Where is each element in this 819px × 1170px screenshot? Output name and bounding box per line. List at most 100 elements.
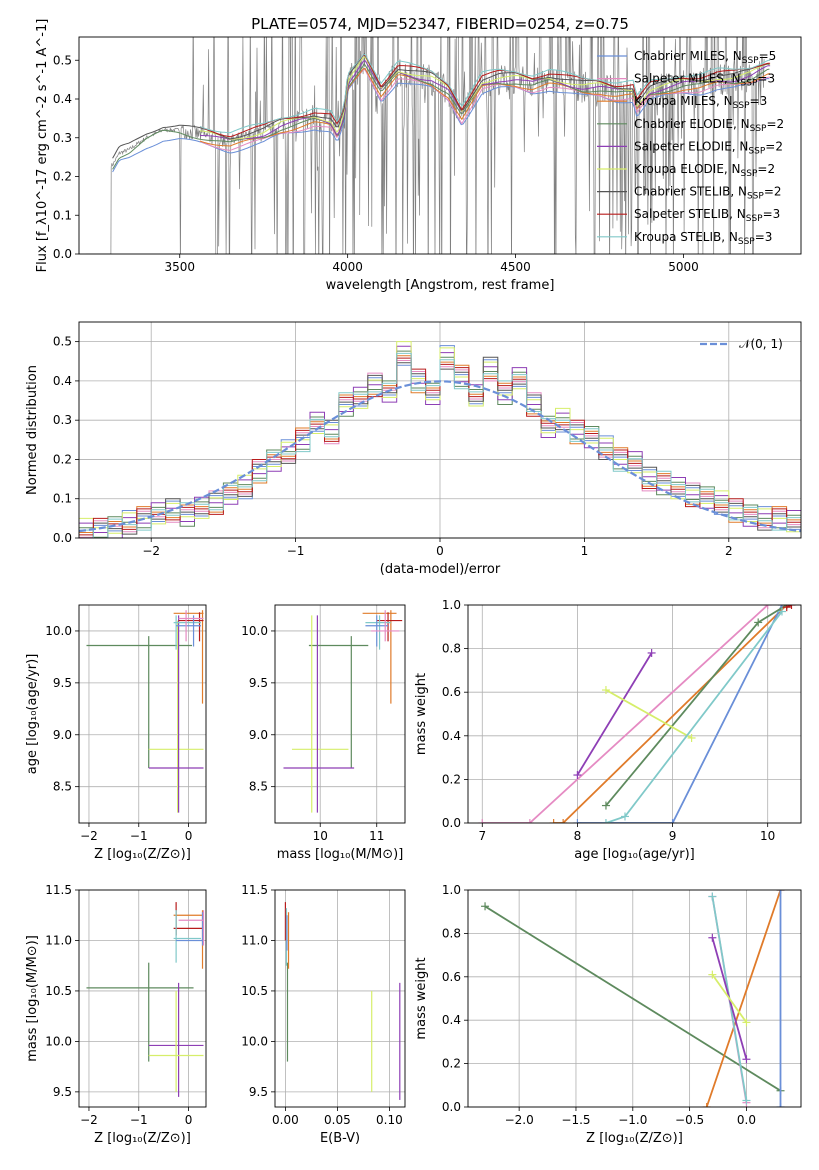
y-tick-label: 0.2: [53, 170, 72, 184]
errorbar-kroupa-miles: [173, 610, 204, 704]
series-line: [605, 610, 783, 823]
y-tick-label: 0.2: [442, 1057, 461, 1071]
y-tick-label: 9.5: [53, 676, 72, 690]
y-tick-label: 0.5: [53, 53, 72, 67]
legend-label-tail: =2: [766, 117, 784, 131]
y-axis-label: mass weight: [414, 673, 429, 755]
plot-area: [481, 890, 785, 1107]
series-chabrier-miles: [776, 890, 785, 1107]
chart-panel-2: −2 −1 0 1 2 0.0 0.1 0.2 0.3 0.4 0.5 (data-model)/er…: [25, 321, 802, 577]
x-tick-label: 0.00: [272, 1113, 299, 1127]
x-axis-label: age [log₁₀(age/yr)]: [574, 847, 695, 862]
legend-label-main: Salpeter MILES, N: [634, 72, 741, 86]
legend-entry: Kroupa MILES, NSSP=3: [597, 94, 767, 111]
errorbar-salpeter-miles: [178, 910, 205, 946]
y-tick-label: 0.4: [442, 1013, 461, 1027]
y-tick-label: 0.4: [53, 374, 72, 388]
y-axis-label: Flux [f_λ10^-17 erg cm^-2 s^-1 A^-1]: [35, 19, 50, 273]
legend-entry: 𝒩(0, 1): [700, 337, 783, 351]
y-tick-label: 10.0: [241, 1034, 268, 1048]
legend-label-tail: =2: [764, 185, 782, 199]
y-axis-label: mass weight: [414, 957, 429, 1039]
y-tick-label: 0.3: [53, 413, 72, 427]
errorbar-salpeter-miles: [371, 610, 400, 642]
x-axis-label: mass [log₁₀(M/M⊙)]: [277, 847, 404, 862]
x-tick-label: 0: [185, 1113, 193, 1127]
legend-label-sub: SSP: [750, 124, 767, 134]
legend-label-main: Kroupa ELODIE, N: [634, 162, 741, 176]
plot-area: [86, 610, 204, 813]
x-tick-label: 0: [185, 829, 193, 843]
model-spectrum-kroupa-elodie: [199, 56, 771, 140]
x-tick-label: −1: [287, 544, 305, 558]
y-tick-label: 0.0: [53, 247, 72, 261]
x-tick-label: 10: [760, 829, 775, 843]
x-tick-label: 0.0: [737, 1113, 756, 1127]
y-tick-label: 9.0: [249, 728, 268, 742]
errorbar-chabrier-elodie: [86, 962, 194, 1062]
errorbar-chabrier-miles: [176, 912, 204, 946]
x-tick-label: 11: [369, 829, 384, 843]
y-tick-label: 0.2: [53, 452, 72, 466]
chart-panel-7: 0.00 0.05 0.10 9.5 10.0 10.5 11.0 11.5 E(B-V): [241, 883, 406, 1146]
y-tick-label: 0.3: [53, 131, 72, 145]
series-salpeter-miles: [478, 605, 772, 823]
errorbar-salpeter-elodie: [283, 615, 355, 813]
legend-label: Salpeter STELIB, NSSP=3: [634, 207, 780, 224]
y-tick-label: 10.5: [45, 984, 72, 998]
y-tick-label: 0.2: [442, 772, 461, 786]
y-tick-label: 0.5: [53, 335, 72, 349]
plot-area: [283, 610, 403, 813]
chart-panel-1: 3500 4000 4500 5000 0.0 0.1 0.2 0.3 0.4 0.5 wavele…: [35, 15, 802, 293]
legend-label: Salpeter MILES, NSSP=3: [634, 72, 775, 89]
series-kroupa-miles: [702, 890, 785, 1107]
legend-label-main: Chabrier STELIB, N: [634, 185, 747, 199]
legend-label-sub: SSP: [733, 101, 750, 111]
errorbar-chabrier-elodie: [308, 636, 369, 768]
series-line: [576, 652, 653, 776]
y-tick-label: 1.0: [442, 883, 461, 897]
y-tick-label: 10.0: [241, 624, 268, 638]
x-tick-label: 10: [313, 829, 328, 843]
chart-panel-4: 10 11 8.5 9.0 9.5 10.0 mass [log₁₀(M/M⊙)]: [241, 604, 406, 862]
y-tick-label: 0.0: [442, 1100, 461, 1114]
y-tick-label: 0.4: [442, 729, 461, 743]
errorbar-salpeter-stelib: [178, 612, 204, 642]
series-line: [553, 605, 788, 823]
legend-entry: Salpeter ELODIE, NSSP=2: [597, 139, 783, 156]
normal-curve: [79, 380, 801, 533]
legend-label: Salpeter ELODIE, NSSP=2: [634, 139, 783, 156]
legend-label: Chabrier ELODIE, NSSP=2: [634, 117, 784, 134]
x-tick-label: 3500: [164, 260, 195, 274]
y-tick-label: 8.5: [249, 780, 268, 794]
series-line: [482, 605, 769, 823]
x-axis-label: Z [log₁₀(Z/Z⊙)]: [94, 847, 191, 862]
series-line: [705, 890, 782, 1107]
series-line: [484, 905, 781, 1092]
legend-label: Kroupa STELIB, NSSP=3: [634, 230, 772, 247]
legend-label: Kroupa ELODIE, NSSP=2: [634, 162, 775, 179]
y-tick-label: 0.8: [442, 926, 461, 940]
x-tick-label: 4000: [332, 260, 363, 274]
legend-label: 𝒩(0, 1): [739, 337, 783, 351]
x-tick-label: −0.5: [675, 1113, 704, 1127]
y-tick-label: 8.5: [53, 780, 72, 794]
y-tick-label: 0.0: [442, 816, 461, 830]
plot-area: [85, 37, 771, 254]
x-tick-label: −1: [130, 1113, 148, 1127]
x-tick-label: −2: [80, 1113, 98, 1127]
x-tick-label: 5000: [668, 260, 699, 274]
errorbar-salpeter-stelib: [376, 612, 403, 642]
y-axis-label: Normed distribution: [25, 365, 40, 495]
chart-title: PLATE=0574, MJD=52347, FIBERID=0254, z=0…: [251, 15, 629, 33]
axes-frame: [274, 889, 406, 1108]
errorbar-salpeter-elodie: [148, 615, 204, 813]
legend-label: Chabrier STELIB, NSSP=2: [634, 185, 782, 202]
legend-label: Chabrier MILES, NSSP=5: [634, 49, 776, 66]
x-tick-label: 0.10: [376, 1113, 403, 1127]
x-tick-label: −1: [130, 829, 148, 843]
y-tick-label: 0.4: [53, 92, 72, 106]
legend-label-sub: SSP: [748, 146, 765, 156]
series-salpeter-elodie: [573, 648, 656, 780]
x-tick-label: −2: [142, 544, 160, 558]
